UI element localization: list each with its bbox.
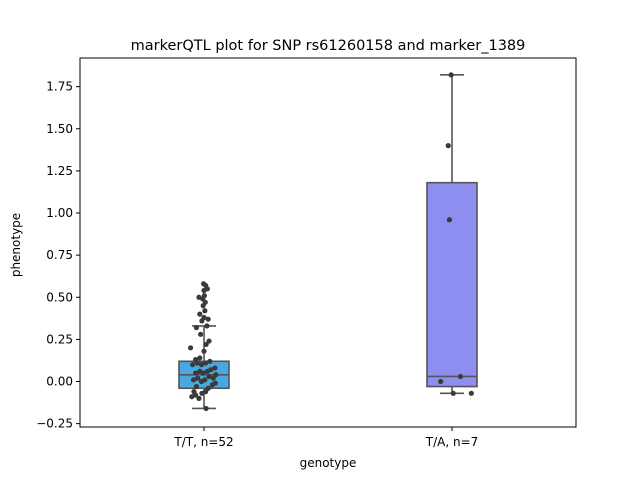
data-point [197,355,203,361]
data-point [198,362,205,368]
data-point [205,385,211,391]
axes-frame [79,57,577,428]
data-point [445,143,451,149]
data-point [202,377,208,383]
data-point [190,377,197,383]
data-point [212,365,218,371]
data-point [207,358,213,364]
data-point [193,357,199,363]
data-point [193,324,200,331]
data-point [457,373,463,380]
data-point [212,380,218,386]
data-point [205,316,211,322]
data-point [195,375,201,381]
data-point [196,395,202,401]
y-tick-label: 1.25 [46,164,73,178]
data-point [204,323,210,329]
data-point [187,345,194,351]
y-tick-label: 1.50 [46,122,73,136]
data-point [201,348,207,354]
y-tick-label: 0.75 [46,248,73,262]
x-tick-label: T/A, n=7 [425,435,479,449]
data-point [200,370,206,376]
data-point [201,314,207,321]
data-point [204,286,210,292]
y-tick-label: 1.75 [46,80,73,94]
plot-area: −0.25 0.00 0.25 0.50 0.75 1.00 1.25 1.50 1.75 T/T… [36,57,577,449]
data-point [202,308,208,314]
data-point [448,72,454,78]
data-point [203,360,209,366]
x-axis-label: genotype [300,456,357,470]
data-point [438,378,444,385]
y-tick-label: 0.25 [46,332,73,346]
data-point [190,362,196,368]
y-axis-label: phenotype [9,213,23,277]
data-point [193,392,199,398]
x-tick-label: T/T, n=52 [173,435,233,449]
y-tick-label: 0.00 [46,375,73,389]
data-point [450,390,456,396]
data-point [200,281,207,287]
data-point [197,311,203,317]
data-point [196,294,202,300]
y-tick-label: 0.50 [46,290,73,304]
data-point [206,338,212,344]
box-ta [426,181,478,388]
data-point [201,292,208,299]
data-point [198,331,204,337]
data-point [446,217,453,223]
data-point [203,405,209,412]
y-tick-label: 1.00 [46,206,73,220]
data-point [213,372,219,378]
data-point [203,341,209,348]
data-point [208,367,214,373]
data-point [468,390,474,396]
chart-title: markerQTL plot for SNP rs61260158 and ma… [131,38,526,54]
y-tick-label: −0.25 [36,417,73,431]
data-point [193,383,200,390]
data-point [206,373,212,380]
data-point [193,370,199,376]
